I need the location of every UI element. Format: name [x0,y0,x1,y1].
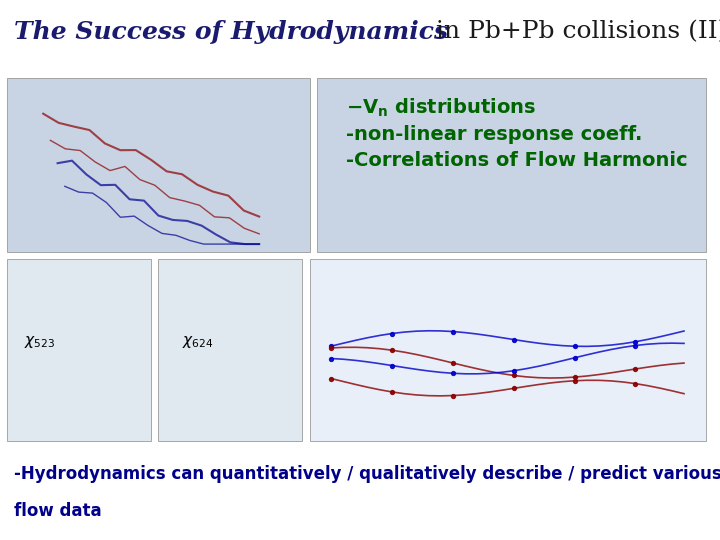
Point [508,335,519,344]
Text: in Pb+Pb collisions (II): in Pb+Pb collisions (II) [428,20,720,43]
Point [447,327,459,336]
Point [325,354,337,363]
Point [386,346,397,355]
Point [325,342,337,350]
FancyBboxPatch shape [7,78,310,252]
FancyBboxPatch shape [317,78,706,252]
Point [386,361,397,370]
FancyBboxPatch shape [158,259,302,441]
Point [569,376,580,385]
Point [447,369,459,377]
FancyBboxPatch shape [7,259,151,441]
Text: The Success of Hydrodynamics: The Success of Hydrodynamics [14,19,449,44]
Point [629,379,641,388]
Point [569,342,580,350]
Point [447,392,459,400]
Point [386,388,397,396]
Point [569,354,580,362]
Point [447,359,459,367]
FancyBboxPatch shape [310,259,706,441]
Point [508,371,519,380]
Point [508,384,519,393]
Point [508,367,519,375]
Text: $\chi_{624}$: $\chi_{624}$ [182,334,214,350]
Text: -Hydrodynamics can quantitatively / qualitatively describe / predict various: -Hydrodynamics can quantitatively / qual… [14,465,720,483]
Point [629,364,641,373]
Point [569,373,580,381]
Point [629,341,641,350]
Point [386,329,397,338]
Text: $\mathdefault{-V_n}$ distributions: $\mathdefault{-V_n}$ distributions [346,97,536,119]
Point [325,374,337,383]
Text: -non-linear response coeff.: -non-linear response coeff. [346,125,642,144]
Point [629,338,641,346]
Text: flow data: flow data [14,502,102,519]
Text: -Correlations of Flow Harmonic: -Correlations of Flow Harmonic [346,151,687,171]
Text: $\chi_{523}$: $\chi_{523}$ [24,334,55,350]
Point [325,343,337,352]
